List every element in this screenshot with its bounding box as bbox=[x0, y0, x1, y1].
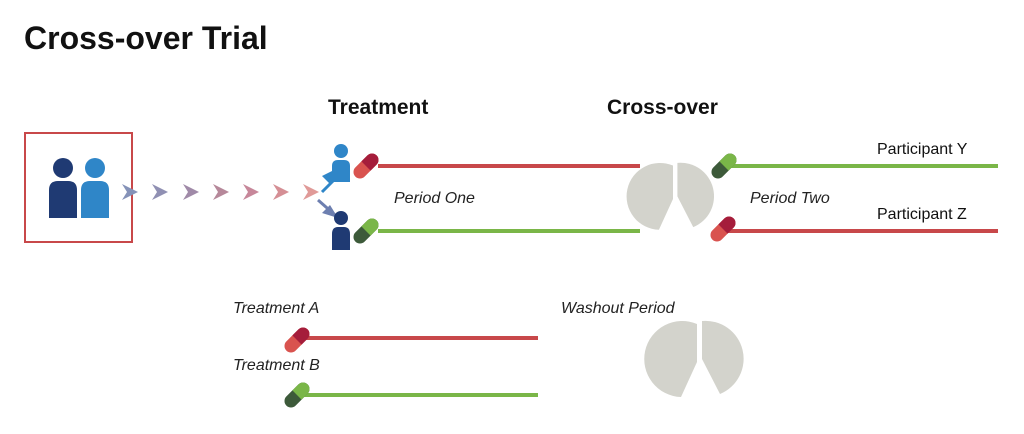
people-group-icon bbox=[49, 158, 109, 218]
pill-icon bbox=[350, 150, 382, 182]
person-icon bbox=[332, 144, 350, 182]
period-one-label: Period One bbox=[394, 190, 475, 207]
crossover-heading: Cross-over bbox=[607, 96, 718, 119]
treatment-b-label: Treatment B bbox=[233, 357, 320, 374]
branch-down-arrowhead bbox=[322, 205, 338, 218]
washout-pie-icon bbox=[626, 162, 715, 230]
randomization-arrows bbox=[122, 184, 319, 200]
person-icon bbox=[332, 211, 350, 250]
pill-icon bbox=[350, 215, 382, 247]
washout-pie-icon bbox=[644, 320, 744, 397]
page-title: Cross-over Trial bbox=[24, 20, 268, 56]
participant-y-label: Participant Y bbox=[877, 141, 968, 158]
treatment-a-label: Treatment A bbox=[233, 300, 320, 317]
washout-period-label: Washout Period bbox=[561, 300, 675, 317]
period-two-label: Period Two bbox=[750, 190, 830, 207]
treatment-heading: Treatment bbox=[328, 96, 429, 119]
participant-z-label: Participant Z bbox=[877, 206, 967, 223]
participant-group-box bbox=[24, 132, 133, 243]
